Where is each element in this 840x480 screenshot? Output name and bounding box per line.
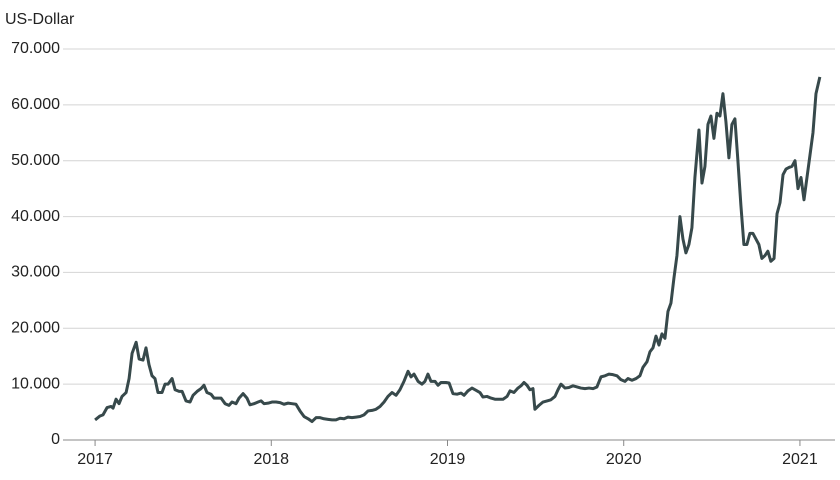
- x-tick-label: 2020: [606, 451, 642, 468]
- x-tick-label: 2017: [77, 451, 113, 468]
- y-tick-label: 50.000: [11, 152, 60, 169]
- y-tick-label: 70.000: [11, 40, 60, 57]
- y-axis-label: US-Dollar: [5, 11, 75, 28]
- y-tick-label: 20.000: [11, 320, 60, 337]
- x-tick-label: 2018: [253, 451, 289, 468]
- y-tick-label: 60.000: [11, 96, 60, 113]
- price-line: [94, 76, 822, 424]
- y-tick-label: 10.000: [11, 375, 60, 392]
- x-tick-label: 2019: [430, 451, 466, 468]
- y-tick-label: 40.000: [11, 208, 60, 225]
- x-tick-label: 2021: [782, 451, 818, 468]
- y-tick-label: 30.000: [11, 264, 60, 281]
- y-tick-label: 0: [51, 431, 60, 448]
